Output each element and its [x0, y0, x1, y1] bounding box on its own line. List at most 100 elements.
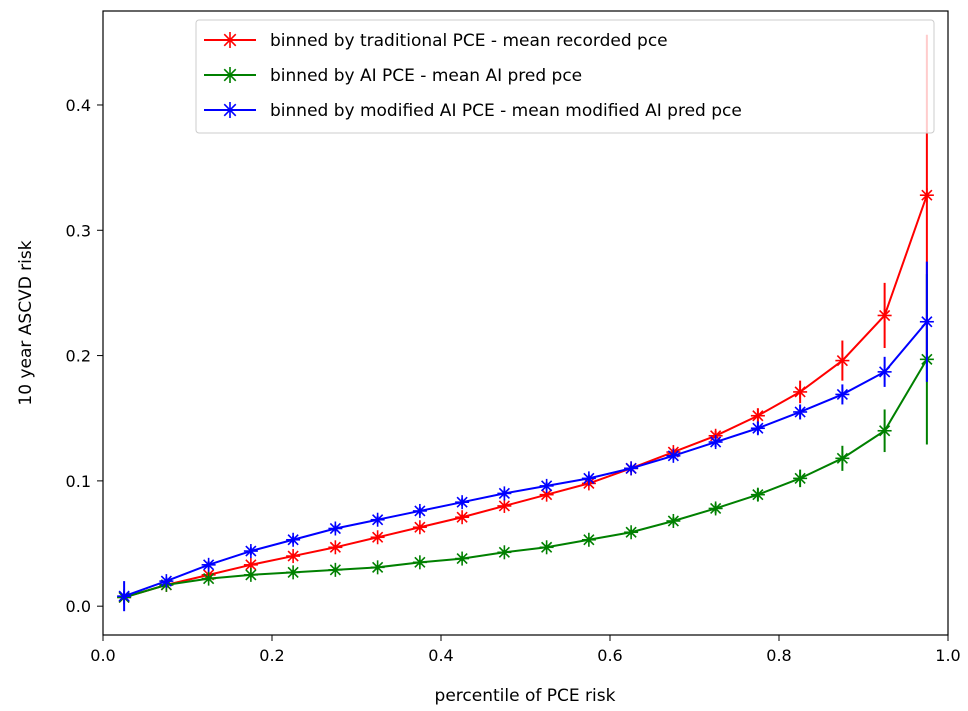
- y-tick-label: 0.2: [66, 347, 91, 366]
- data-point: [539, 478, 554, 493]
- data-point: [497, 486, 512, 501]
- data-point: [708, 501, 723, 516]
- data-point-d2: [203, 559, 215, 571]
- data-point-d2: [372, 561, 384, 573]
- y-tick-label: 0.4: [66, 96, 91, 115]
- data-point-d2: [498, 487, 510, 500]
- data-point-d2: [625, 526, 637, 538]
- data-point: [835, 451, 850, 466]
- data-point: [412, 520, 427, 535]
- data-point: [497, 545, 512, 560]
- data-point: [835, 387, 850, 402]
- data-point-d2: [118, 590, 130, 602]
- data-point: [539, 487, 554, 502]
- y-axis-ticks: 0.0 0.1 0.2 0.3 0.4: [66, 96, 103, 616]
- series-line: [123, 321, 928, 598]
- data-point-d2: [245, 545, 257, 557]
- data-point: [328, 562, 343, 577]
- data-point-d2: [329, 522, 341, 535]
- data-point: [286, 549, 301, 564]
- data-point-d2: [836, 354, 848, 367]
- x-tick-label: 0.8: [766, 646, 791, 665]
- data-point-d2: [245, 559, 257, 571]
- data-point: [793, 404, 808, 419]
- data-point: [793, 384, 808, 399]
- data-point-d2: [836, 452, 848, 464]
- data-point-d2: [456, 511, 468, 523]
- data-point: [581, 471, 596, 486]
- data-point-d2: [372, 531, 384, 543]
- data-point-d2: [498, 546, 510, 558]
- data-point: [793, 471, 808, 486]
- data-point: [750, 408, 765, 423]
- data-point-d2: [287, 534, 299, 546]
- data-point: [455, 510, 470, 525]
- data-point: [286, 532, 301, 547]
- data-point-d2: [541, 480, 553, 492]
- legend-marker: [222, 102, 238, 118]
- series-line: [123, 358, 928, 599]
- data-point: [877, 423, 892, 438]
- data-point: [877, 364, 892, 379]
- data-point: [497, 498, 512, 513]
- data-point: [919, 314, 934, 329]
- y-tick-label: 0.0: [66, 597, 91, 616]
- x-tick-label: 1.0: [935, 646, 960, 665]
- data-point-d2: [752, 422, 764, 434]
- data-point: [666, 448, 681, 463]
- y-tick-label: 0.3: [66, 221, 91, 240]
- data-point: [243, 567, 258, 582]
- x-tick-label: 0.0: [90, 646, 115, 665]
- data-point-d2: [710, 502, 722, 515]
- legend-marker-d2: [223, 68, 237, 82]
- plot-frame: [102, 10, 949, 636]
- data-point: [624, 525, 639, 540]
- data-point-d2: [203, 573, 215, 585]
- data-point-d2: [794, 406, 806, 418]
- data-point-d2: [414, 556, 426, 568]
- data-point-d2: [667, 450, 679, 462]
- legend-marker: [222, 67, 238, 83]
- data-point: [412, 555, 427, 570]
- data-point-d2: [456, 496, 468, 508]
- data-point-d2: [667, 515, 679, 527]
- data-point: [455, 495, 470, 510]
- data-point-d2: [710, 436, 722, 448]
- data-point-d2: [794, 472, 806, 484]
- x-tick-label: 0.2: [259, 646, 284, 665]
- data-point-d2: [879, 425, 891, 437]
- series-2: [117, 261, 934, 612]
- data-point: [750, 421, 765, 436]
- data-point: [919, 188, 934, 203]
- data-point-d2: [160, 575, 172, 587]
- data-point-d2: [287, 566, 299, 578]
- data-point: [750, 487, 765, 502]
- data-point-d2: [583, 534, 595, 546]
- data-point-d2: [541, 541, 553, 553]
- x-axis-ticks: 0.0 0.2 0.4 0.6 0.8 1.0: [90, 635, 961, 665]
- x-tick-label: 0.4: [428, 646, 453, 665]
- legend: binned by traditional PCE - mean recorde…: [195, 19, 935, 134]
- legend-marker-d2: [223, 103, 237, 117]
- data-point: [539, 540, 554, 555]
- data-point-d2: [879, 366, 891, 378]
- data-point-d2: [245, 569, 257, 581]
- data-point: [243, 544, 258, 559]
- data-point-d2: [287, 550, 299, 562]
- data-point: [201, 571, 216, 586]
- data-point: [159, 574, 174, 589]
- legend-label: binned by modified AI PCE - mean modifie…: [270, 101, 742, 121]
- data-point: [581, 532, 596, 547]
- data-point-d2: [329, 564, 341, 576]
- data-point: [877, 308, 892, 323]
- data-point-d2: [456, 552, 468, 565]
- data-point-d2: [794, 386, 806, 398]
- data-point-d2: [921, 316, 933, 328]
- y-tick-label: 0.1: [66, 472, 91, 491]
- data-point-d2: [414, 505, 426, 517]
- x-axis-label: percentile of PCE risk: [435, 686, 616, 706]
- data-point: [328, 521, 343, 536]
- data-point: [412, 503, 427, 518]
- data-point-d2: [372, 514, 384, 526]
- legend-label: binned by AI PCE - mean AI pred pce: [270, 66, 582, 86]
